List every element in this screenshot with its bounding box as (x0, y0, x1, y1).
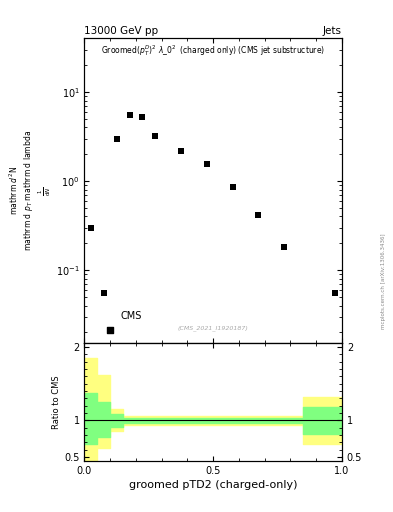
Point (107, 297, 114, 305)
Point (281, 243, 287, 251)
Text: 13000 GeV pp: 13000 GeV pp (84, 26, 159, 36)
Point (332, 289, 339, 297)
Text: Jets: Jets (323, 26, 342, 36)
Point (88, 224, 94, 232)
Y-axis label: mathrm $d^2$N
mathrm d $p_T$ mathrm d lambda
$\frac{1}{\mathrm{d}N}$: mathrm $d^2$N mathrm d $p_T$ mathrm d la… (7, 131, 53, 251)
Text: (CMS_2021_I1920187): (CMS_2021_I1920187) (178, 326, 249, 331)
Point (101, 289, 107, 297)
Point (139, 113, 145, 121)
Text: mcplots.cern.ch [arXiv:1306.3436]: mcplots.cern.ch [arXiv:1306.3436] (381, 234, 386, 329)
Point (114, 135, 120, 143)
Point (230, 183, 236, 191)
Text: CMS: CMS (121, 311, 142, 321)
Point (178, 146, 184, 155)
Point (255, 210, 261, 219)
Point (152, 132, 158, 140)
Y-axis label: Ratio to CMS: Ratio to CMS (53, 375, 61, 429)
Point (204, 160, 210, 168)
Point (127, 111, 133, 119)
X-axis label: groomed pTD2 (charged-only): groomed pTD2 (charged-only) (129, 480, 298, 490)
Text: Groomed$(p_T^D)^2$ $\lambda\_0^2$  (charged only) (CMS jet substructure): Groomed$(p_T^D)^2$ $\lambda\_0^2$ (charg… (101, 43, 325, 58)
